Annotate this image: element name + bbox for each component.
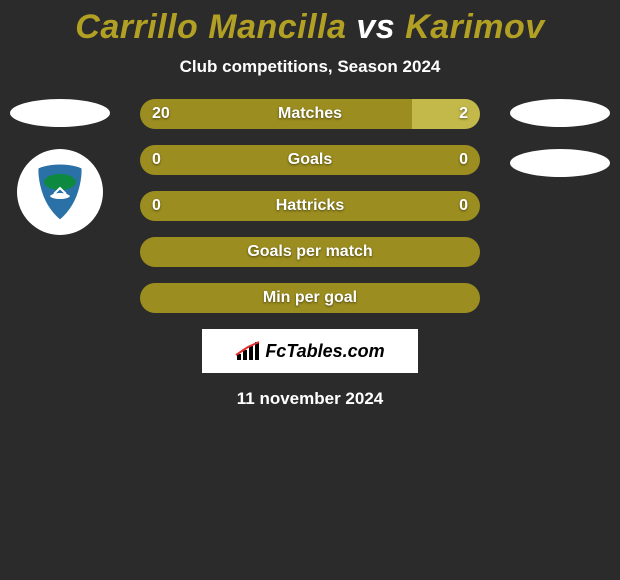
stat-row: 0 Goals 0 — [140, 145, 480, 175]
stat-row: 0 Hattricks 0 — [140, 191, 480, 221]
comparison-card: Carrillo Mancilla vs Karimov Club compet… — [0, 0, 620, 409]
stat-value-left: 20 — [152, 105, 170, 123]
subtitle: Club competitions, Season 2024 — [0, 57, 620, 77]
stats-area: 20Matches20Goals00Hattricks0Goals per ma… — [0, 99, 620, 313]
stat-label: Goals per match — [247, 243, 372, 261]
player1-name: Carrillo Mancilla — [75, 8, 346, 46]
stat-label: Min per goal — [263, 289, 357, 307]
stat-row: 20 Matches 2 — [140, 99, 480, 129]
player2-name: Karimov — [405, 8, 545, 46]
player2-club-ellipse-2 — [510, 149, 610, 177]
stat-label: Goals — [288, 151, 332, 169]
stat-label: Hattricks — [276, 197, 344, 215]
right-badges — [510, 99, 610, 199]
page-title: Carrillo Mancilla vs Karimov — [0, 8, 620, 47]
stat-value-right: 0 — [459, 151, 468, 169]
player1-club-badge — [17, 149, 103, 235]
stat-row: Min per goal — [140, 283, 480, 313]
logo-text: FcTables.com — [265, 341, 384, 362]
stat-row: Goals per match — [140, 237, 480, 267]
stat-value-left: 0 — [152, 197, 161, 215]
stat-bar-left — [140, 99, 412, 129]
stat-bars: 20Matches20Goals00Hattricks0Goals per ma… — [140, 99, 480, 313]
player2-club-ellipse-1 — [510, 99, 610, 127]
stat-value-left: 0 — [152, 151, 161, 169]
left-badges — [10, 99, 110, 235]
stat-value-right: 0 — [459, 197, 468, 215]
bar-chart-icon — [235, 340, 261, 362]
date: 11 november 2024 — [0, 389, 620, 409]
shield-icon — [28, 160, 92, 224]
stat-value-right: 2 — [459, 105, 468, 123]
stat-label: Matches — [278, 105, 342, 123]
vs-text: vs — [356, 8, 395, 46]
source-logo: FcTables.com — [202, 329, 418, 373]
player1-club-ellipse — [10, 99, 110, 127]
stat-bar-right — [412, 99, 480, 129]
